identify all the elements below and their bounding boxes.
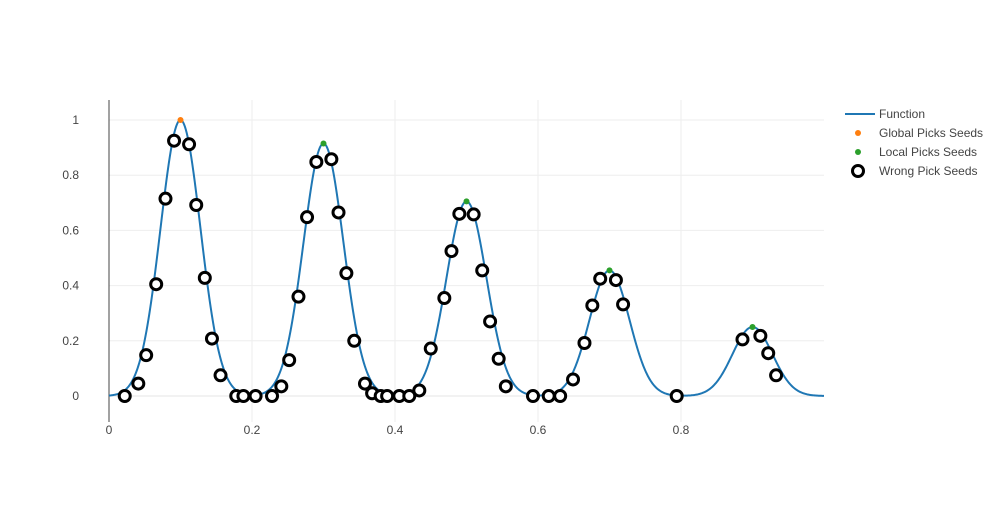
wrong-pick-seeds-point[interactable]	[347, 333, 362, 348]
wrong-pick-seeds-point[interactable]	[577, 336, 592, 351]
wrong-pick-seeds-point[interactable]	[498, 379, 513, 394]
wrong-pick-seeds-point[interactable]	[608, 273, 623, 288]
wrong-pick-seeds-point[interactable]	[412, 383, 427, 398]
y-tick-label: 0.4	[62, 279, 79, 293]
function-line	[108, 118, 825, 397]
legend-item-local-picks-seeds[interactable]: Local Picks Seeds	[855, 145, 977, 159]
wrong-pick-seeds-point[interactable]	[541, 389, 556, 403]
x-tick-label: 0	[106, 423, 113, 437]
wrong-pick-seeds-point[interactable]	[339, 266, 354, 281]
local-picks-seeds-point[interactable]	[320, 140, 327, 147]
plot-area	[108, 117, 825, 403]
wrong-pick-seeds-point[interactable]	[167, 133, 182, 148]
wrong-pick-seeds-point[interactable]	[182, 137, 197, 152]
local-picks-seeds-point[interactable]	[749, 324, 756, 330]
wrong-pick-seeds-point[interactable]	[282, 353, 297, 368]
wrong-pick-seeds-point[interactable]	[753, 328, 768, 343]
wrong-pick-seeds-point[interactable]	[236, 389, 251, 403]
wrong-pick-seeds-point[interactable]	[309, 154, 324, 169]
axes: 0 0.2 0.4 0.6 0.8 0 0.2 0.4 0.6 0.8 1	[62, 100, 690, 437]
x-tick-label: 0.2	[244, 423, 261, 437]
wrong-pick-seeds-point[interactable]	[769, 368, 784, 383]
wrong-pick-seeds-point[interactable]	[213, 368, 228, 383]
legend-label: Wrong Pick Seeds	[879, 164, 978, 178]
y-tick-label: 1	[72, 113, 79, 127]
wrong-pick-seeds-point[interactable]	[585, 298, 600, 313]
legend-item-function[interactable]: Function	[845, 107, 925, 121]
y-tick-label: 0.6	[62, 223, 79, 237]
wrong-pick-seeds-point[interactable]	[324, 152, 339, 167]
wrong-pick-seeds-point[interactable]	[204, 331, 219, 346]
wrong-pick-seeds-point[interactable]	[553, 389, 568, 403]
legend-label: Global Picks Seeds	[879, 126, 983, 140]
wrong-pick-seeds-point[interactable]	[437, 291, 452, 306]
wrong-pick-seeds-point[interactable]	[402, 389, 417, 403]
wrong-pick-seeds-point[interactable]	[380, 389, 395, 403]
x-tick-label: 0.6	[530, 423, 547, 437]
y-tick-label: 0	[72, 389, 79, 403]
wrong-pick-seeds-point[interactable]	[525, 389, 540, 403]
legend-swatch-marker	[855, 149, 861, 155]
legend[interactable]: Function Global Picks Seeds Local Picks Se…	[845, 107, 983, 178]
gridlines	[109, 100, 824, 422]
wrong-pick-seeds-point[interactable]	[274, 379, 289, 394]
global-picks-seeds-point[interactable]	[177, 117, 184, 123]
wrong-pick-seeds-point[interactable]	[566, 372, 581, 387]
legend-item-wrong-pick-seeds[interactable]: Wrong Pick Seeds	[851, 164, 978, 178]
legend-swatch-marker	[855, 130, 861, 136]
wrong-pick-seeds-point[interactable]	[452, 206, 467, 221]
wrong-pick-seeds-point[interactable]	[197, 270, 212, 285]
local-picks-seeds-point[interactable]	[463, 198, 470, 205]
wrong-pick-seeds-point[interactable]	[149, 277, 164, 292]
legend-item-global-picks-seeds[interactable]: Global Picks Seeds	[855, 126, 983, 140]
legend-label: Function	[879, 107, 925, 121]
wrong-pick-seeds-point[interactable]	[444, 244, 459, 259]
wrong-pick-seeds-point[interactable]	[189, 198, 204, 213]
wrong-pick-seeds-point[interactable]	[158, 191, 173, 206]
wrong-pick-seeds-point[interactable]	[331, 205, 346, 220]
wrong-pick-seeds-point[interactable]	[139, 348, 154, 363]
wrong-pick-seeds-point[interactable]	[300, 210, 315, 225]
wrong-pick-seeds-point[interactable]	[131, 376, 146, 391]
legend-swatch-marker	[851, 164, 865, 178]
wrong-pick-seeds-point[interactable]	[475, 263, 490, 278]
wrong-pick-seeds-point[interactable]	[669, 389, 684, 403]
wrong-pick-seeds-point[interactable]	[593, 271, 608, 286]
legend-label: Local Picks Seeds	[879, 145, 977, 159]
wrong-pick-seeds-point[interactable]	[291, 289, 306, 304]
y-tick-label: 0.8	[62, 168, 79, 182]
wrong-pick-seeds-point[interactable]	[248, 389, 263, 403]
wrong-pick-seeds-point[interactable]	[357, 376, 372, 391]
local-picks-seeds-point[interactable]	[606, 267, 613, 274]
wrong-pick-seeds-point[interactable]	[466, 207, 481, 222]
x-tick-label: 0.8	[673, 423, 690, 437]
wrong-pick-seeds-point[interactable]	[491, 351, 506, 366]
wrong-pick-seeds-point[interactable]	[761, 346, 776, 361]
wrong-pick-seeds-point[interactable]	[616, 297, 631, 312]
wrong-pick-seeds-point[interactable]	[117, 389, 132, 403]
x-tick-label: 0.4	[387, 423, 404, 437]
wrong-pick-seeds-point[interactable]	[265, 389, 280, 403]
wrong-pick-seeds-point[interactable]	[483, 314, 498, 329]
y-tick-label: 0.2	[62, 334, 79, 348]
wrong-pick-seeds-point[interactable]	[423, 341, 438, 356]
wrong-pick-seeds-point[interactable]	[735, 332, 750, 347]
